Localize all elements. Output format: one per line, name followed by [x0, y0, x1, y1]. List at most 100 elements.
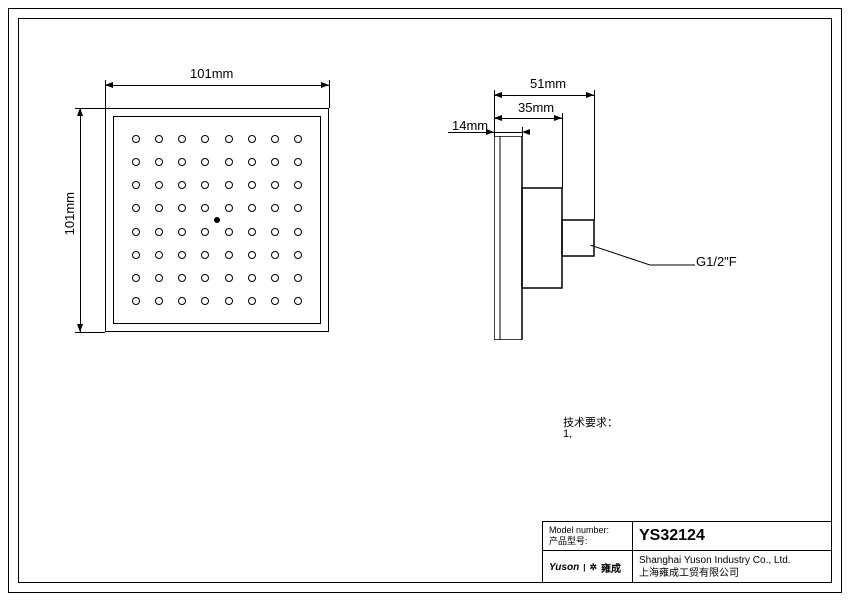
dim-51-ext-r: [594, 90, 595, 220]
nozzle: [201, 251, 209, 259]
side-view: [494, 136, 664, 340]
nozzle: [225, 135, 233, 143]
dim-height-label: 101mm: [62, 192, 77, 235]
logo-text: Yuson: [549, 562, 579, 573]
dim-height-arrow-b: [77, 324, 83, 332]
nozzle: [201, 228, 209, 236]
nozzle: [271, 181, 279, 189]
nozzle: [248, 135, 256, 143]
dim-35-ext-l: [494, 90, 495, 136]
dim-height-arrow-t: [77, 108, 83, 116]
thread-label: G1/2"F: [696, 254, 737, 269]
nozzle: [271, 135, 279, 143]
company-cell: Shanghai Yuson Industry Co., Ltd. 上海雍成工贸…: [633, 551, 832, 583]
nozzle: [132, 204, 140, 212]
nozzle: [155, 274, 163, 282]
nozzle: [225, 204, 233, 212]
dim-width-arrow-l: [105, 82, 113, 88]
nozzle: [178, 158, 186, 166]
nozzle: [225, 181, 233, 189]
nozzle: [248, 181, 256, 189]
side-view-svg: [494, 136, 664, 340]
dim-51-label: 51mm: [530, 76, 566, 91]
nozzle: [271, 274, 279, 282]
model-value: YS32124: [633, 522, 832, 550]
nozzle: [271, 158, 279, 166]
dim-51-arrow-l: [494, 92, 502, 98]
dim-14-arrow-l: [486, 129, 494, 135]
nozzle: [155, 251, 163, 259]
nozzle: [155, 135, 163, 143]
nozzle: [155, 297, 163, 305]
dim-height-ext-t: [75, 108, 105, 109]
nozzle: [248, 204, 256, 212]
nozzle: [132, 274, 140, 282]
nozzle: [201, 297, 209, 305]
nozzle: [271, 297, 279, 305]
nozzle: [178, 135, 186, 143]
nozzle: [225, 158, 233, 166]
dim-14-ext: [522, 127, 523, 137]
nozzle: [294, 204, 302, 212]
nozzle: [178, 228, 186, 236]
nozzle: [132, 158, 140, 166]
dim-51-arrow-r: [586, 92, 594, 98]
nozzle: [201, 181, 209, 189]
nozzle: [201, 158, 209, 166]
model-label-cell: Model number: 产品型号:: [543, 522, 633, 550]
dim-width-arrow-r: [321, 82, 329, 88]
dim-width-line: [105, 85, 329, 86]
dim-width-label: 101mm: [190, 66, 233, 81]
dim-35-label: 35mm: [518, 100, 554, 115]
nozzle: [294, 228, 302, 236]
nozzle: [248, 251, 256, 259]
title-block: Model number: 产品型号: YS32124 Yuson | ✲ 雍成…: [542, 521, 832, 583]
nozzle: [178, 181, 186, 189]
dim-35-arrow-r: [554, 115, 562, 121]
company-en: Shanghai Yuson Industry Co., Ltd.: [639, 555, 791, 566]
nozzle: [271, 204, 279, 212]
nozzle: [132, 135, 140, 143]
nozzle: [248, 158, 256, 166]
nozzle: [248, 228, 256, 236]
center-pivot-dot: [214, 217, 220, 223]
nozzle: [248, 297, 256, 305]
dim-35-arrow-l: [494, 115, 502, 121]
dim-height-ext-b: [75, 332, 105, 333]
nozzle: [294, 181, 302, 189]
dim-35-ext-r: [562, 113, 563, 188]
nozzle: [225, 251, 233, 259]
nozzle: [294, 274, 302, 282]
nozzle: [294, 135, 302, 143]
nozzle: [248, 274, 256, 282]
nozzle: [225, 297, 233, 305]
dim-width-ext-l: [105, 80, 106, 108]
nozzle: [294, 158, 302, 166]
logo-cn: 雍成: [601, 560, 621, 575]
logo-cell: Yuson | ✲ 雍成: [543, 551, 633, 583]
title-row-company: Yuson | ✲ 雍成 Shanghai Yuson Industry Co.…: [543, 551, 832, 583]
nozzle: [271, 228, 279, 236]
company-cn: 上海雍成工贸有限公司: [639, 568, 739, 579]
nozzle: [225, 228, 233, 236]
nozzle: [155, 158, 163, 166]
nozzle: [294, 251, 302, 259]
dim-width-ext-r: [329, 80, 330, 108]
nozzle: [132, 181, 140, 189]
model-label-cn: 产品型号:: [549, 536, 588, 546]
dim-14-line: [448, 132, 522, 133]
nozzle: [178, 297, 186, 305]
tech-notes-item1: 1,: [563, 428, 572, 440]
logo-cn-icon: ✲: [589, 562, 597, 573]
title-row-model: Model number: 产品型号: YS32124: [543, 522, 832, 551]
nozzle: [178, 251, 186, 259]
dim-14-label: 14mm: [452, 118, 488, 133]
nozzle: [178, 204, 186, 212]
nozzle: [201, 274, 209, 282]
nozzle: [132, 251, 140, 259]
nozzle: [271, 251, 279, 259]
nozzle: [155, 181, 163, 189]
nozzle: [201, 135, 209, 143]
model-label-en: Model number:: [549, 525, 609, 535]
nozzle: [225, 274, 233, 282]
